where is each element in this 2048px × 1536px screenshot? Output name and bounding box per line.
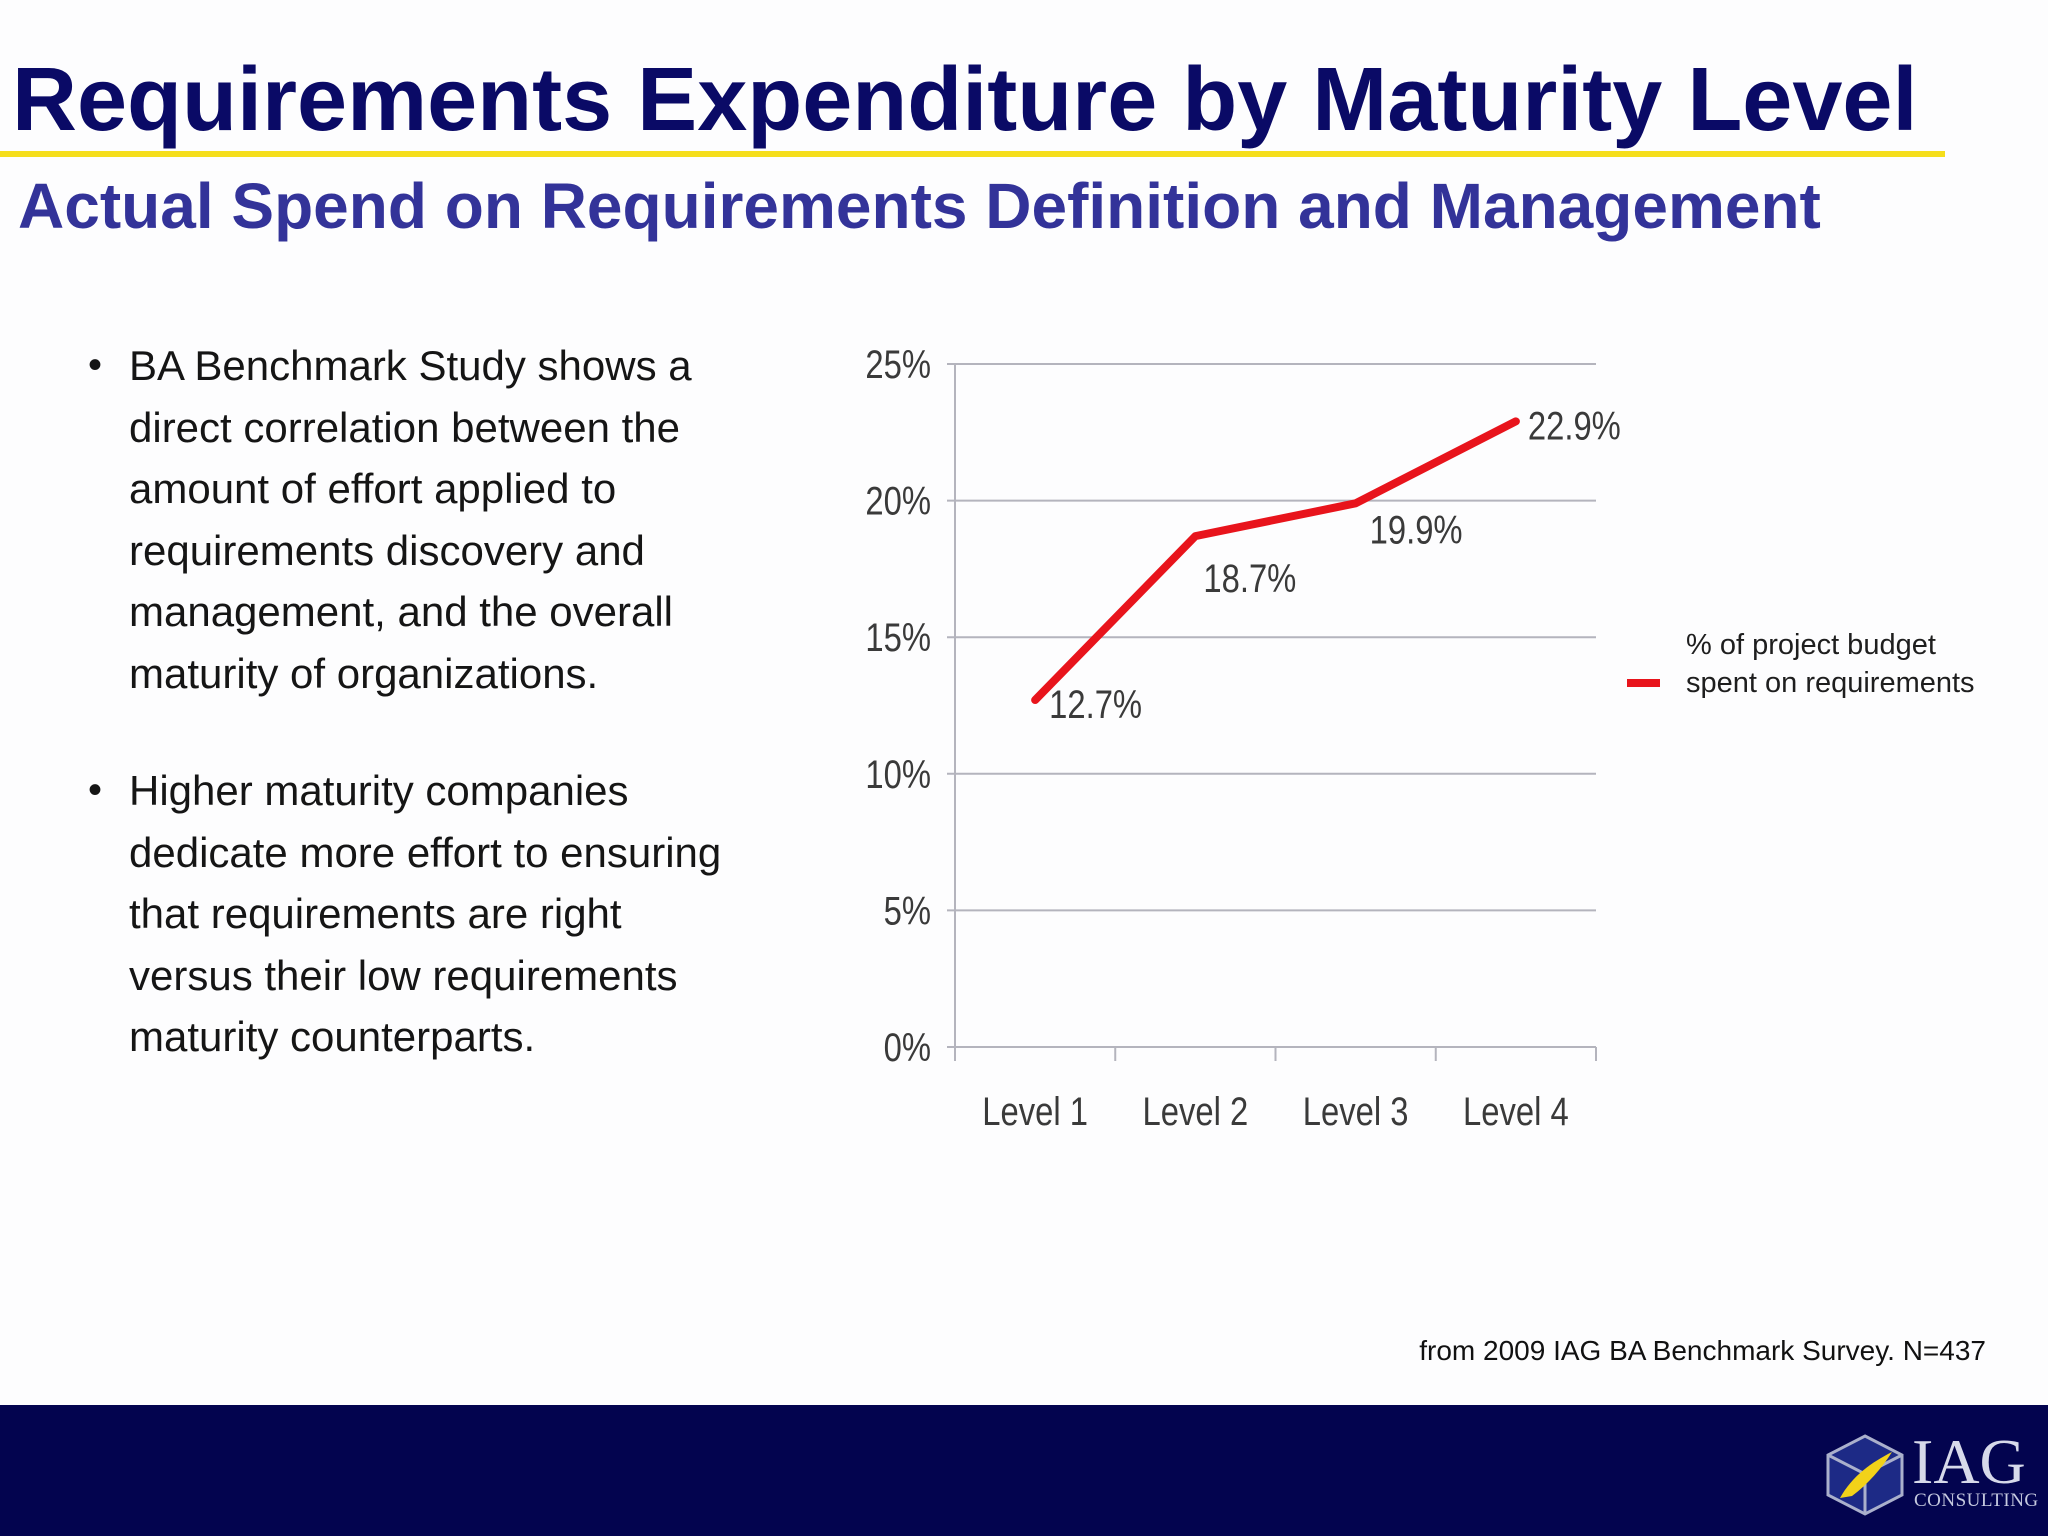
chart-axes xyxy=(947,364,1597,1061)
y-tick-label: 15% xyxy=(865,615,931,660)
slide-subtitle: Actual Spend on Requirements Definition … xyxy=(18,170,1821,242)
bullet-list: • BA Benchmark Study shows a direct corr… xyxy=(88,335,748,1068)
bullet-item: • Higher maturity companies dedicate mor… xyxy=(88,760,748,1068)
data-label: 22.9% xyxy=(1528,403,1621,448)
legend-label: % of project budget spent on requirement… xyxy=(1686,629,1975,699)
x-axis-tick-labels: Level 1 Level 2 Level 3 Level 4 xyxy=(982,1089,1568,1134)
chart-series xyxy=(1031,417,1520,705)
bullet-marker: • xyxy=(88,343,103,387)
x-tick-label: Level 3 xyxy=(1303,1089,1409,1134)
slide-title: Requirements Expenditure by Maturity Lev… xyxy=(12,50,1918,150)
data-label: 12.7% xyxy=(1049,682,1142,727)
y-axis-tick-labels: 0% 5% 10% 15% 20% 25% xyxy=(865,342,931,1070)
bullet-item: • BA Benchmark Study shows a direct corr… xyxy=(88,335,748,704)
logo-cube-icon xyxy=(1826,1434,1904,1516)
y-tick-label: 10% xyxy=(865,752,931,797)
y-tick-label: 5% xyxy=(884,888,931,933)
chart-gridlines xyxy=(947,363,1596,912)
bullet-text: Higher maturity companies dedicate more … xyxy=(129,767,722,1060)
x-tick-label: Level 2 xyxy=(1143,1089,1249,1134)
y-tick-label: 0% xyxy=(884,1025,931,1070)
footer-bar xyxy=(0,1405,2048,1536)
bullet-marker: • xyxy=(88,768,103,812)
bullet-text: BA Benchmark Study shows a direct correl… xyxy=(129,342,692,697)
data-labels: 12.7% 18.7% 19.9% 22.9% xyxy=(1049,403,1621,727)
x-tick-label: Level 1 xyxy=(982,1089,1088,1134)
y-tick-label: 20% xyxy=(865,479,931,524)
x-tick-label: Level 4 xyxy=(1463,1089,1569,1134)
source-note: from 2009 IAG BA Benchmark Survey. N=437 xyxy=(1419,1335,1986,1366)
title-underline xyxy=(0,151,1945,157)
data-label: 19.9% xyxy=(1370,507,1463,552)
logo-tagline: CONSULTING xyxy=(1914,1490,2039,1511)
iag-consulting-logo: IAG CONSULTING xyxy=(1822,1422,2044,1528)
logo-wordmark: IAG xyxy=(1912,1426,2026,1497)
series-line xyxy=(1031,417,1520,705)
data-label: 18.7% xyxy=(1203,556,1296,601)
y-tick-label: 25% xyxy=(865,342,931,387)
